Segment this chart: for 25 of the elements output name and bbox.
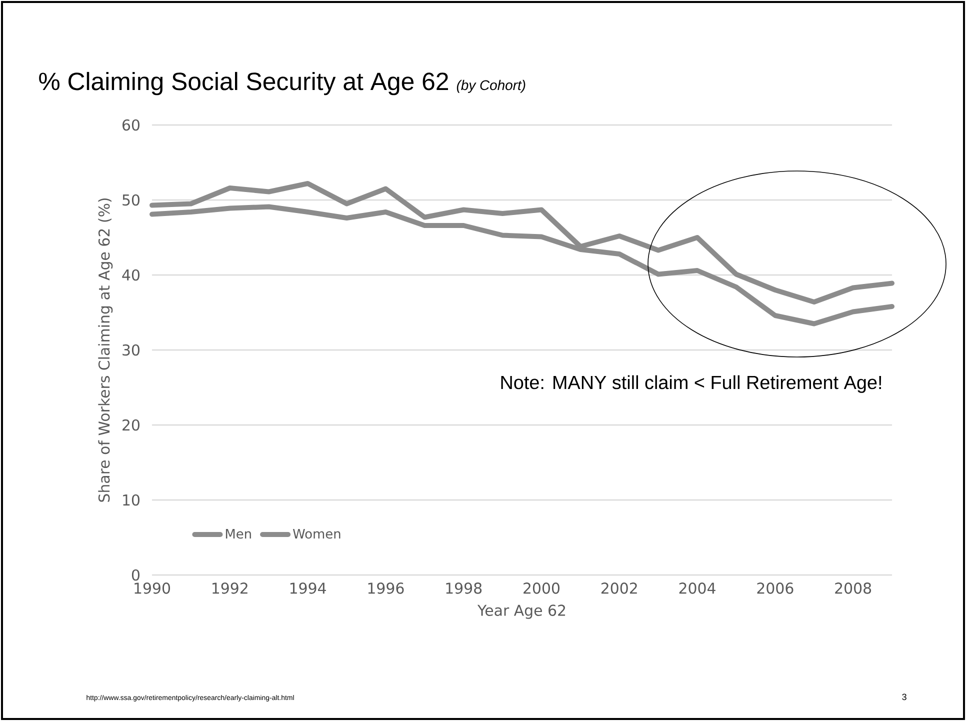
text: 3 [902,694,906,700]
y-tick-label: 60 [122,119,140,131]
y-tick-label: 40 [122,269,140,281]
y-tick-label: 20 [122,419,140,431]
y-tick-label: 30 [122,344,140,356]
annotation: Note: MANY still claim < Full Retirement Age! [501,375,882,393]
chart-subtitle: (by Cohort) [456,80,526,93]
x-tick-label: 2000 [524,582,560,594]
y-axis-title: Share of Workers Claiming at Age 62 (%) [98,198,113,502]
x-tick-label: 2006 [757,582,794,594]
chart-title: % Claiming Social Security at Age 62 [39,72,448,96]
x-tick-label: 1992 [212,582,248,594]
x-tick-label: 1994 [290,582,326,594]
x-axis-title: Year Age 62 [477,604,566,619]
x-tick-label: 2002 [601,582,637,594]
x-tick-label: 2004 [679,582,716,594]
x-tick-label: 2008 [835,582,872,594]
x-tick-label: 1996 [368,582,404,594]
y-tick-label: 50 [122,194,140,206]
y-tick-label: 10 [123,494,140,506]
legend-label: Men [226,529,251,539]
x-tick-label: 1998 [446,582,482,594]
x-tick-label: 1990 [134,582,170,594]
legend-label: Women [292,529,340,539]
y-tick-label: 0 [132,569,140,581]
